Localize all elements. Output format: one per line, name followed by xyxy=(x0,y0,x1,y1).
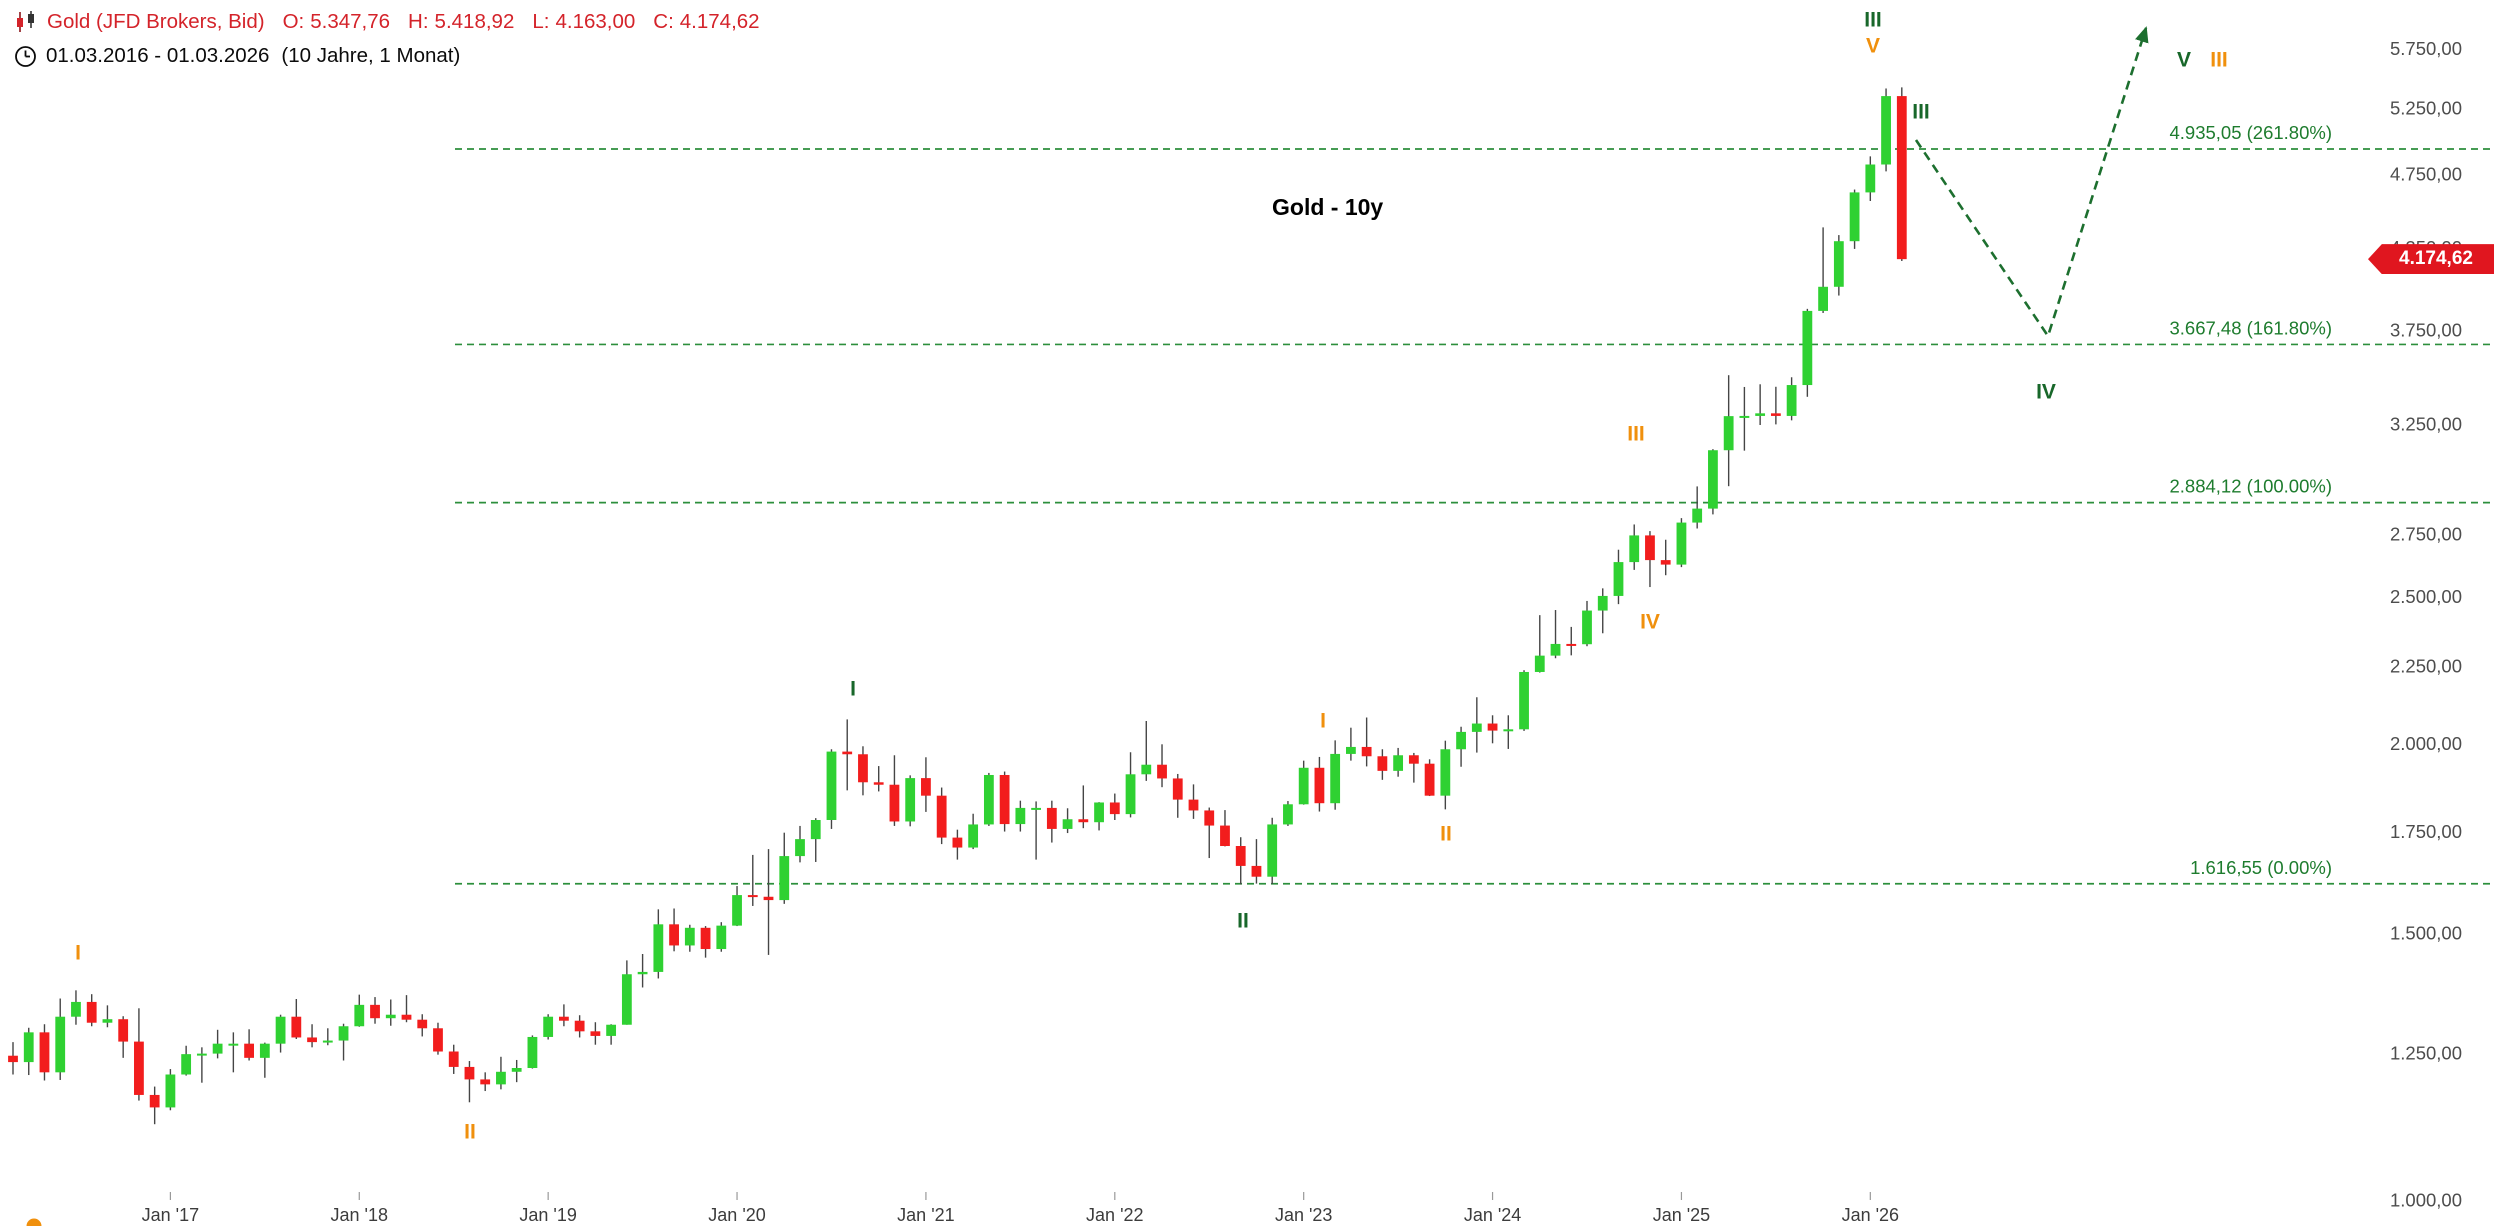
high-label: H: xyxy=(408,10,429,33)
price-axis-label: 1.000,00 xyxy=(2390,1190,2462,1211)
price-axis-label: 2.500,00 xyxy=(2390,586,2462,607)
time-axis-label: Jan '25 xyxy=(1653,1205,1710,1225)
date-range-value: 01.03.2016 - 01.03.2026 xyxy=(46,44,270,67)
price-axis-label: 3.250,00 xyxy=(2390,413,2462,434)
fib-level-label: 2.884,12 (100.00%) xyxy=(2169,476,2332,497)
time-axis-label: Jan '26 xyxy=(1842,1205,1899,1225)
fib-extension-layer[interactable]: 4.935,05 (261.80%) 3.667,48 (161.80%) 2.88… xyxy=(455,122,2490,885)
price-axis-label: 1.750,00 xyxy=(2390,821,2462,842)
decoration-dots xyxy=(26,1218,42,1226)
date-range-bar: 01.03.2016 - 01.03.2026 (10 Jahre, 1 Mon… xyxy=(14,44,460,68)
time-axis-label: Jan '20 xyxy=(708,1205,765,1225)
wave-label: IV xyxy=(1640,611,1660,634)
wave-label: III xyxy=(1864,9,1882,32)
wave-label: V xyxy=(1866,35,1880,58)
time-axis-label: Jan '17 xyxy=(142,1205,199,1225)
wave-label: IV xyxy=(2036,381,2056,404)
wave-label: II xyxy=(1440,823,1452,846)
price-axis-label: 5.250,00 xyxy=(2390,98,2462,119)
price-axis[interactable]: 5.750,005.250,004.750,004.250,003.750,00… xyxy=(2390,38,2462,1211)
fib-level-label: 3.667,48 (161.80%) xyxy=(2169,317,2332,338)
chart-title: Gold - 10y xyxy=(1272,194,1384,220)
wave-label: II xyxy=(464,1121,476,1144)
wave-label: III xyxy=(2210,49,2228,72)
high-value: 5.418,92 xyxy=(434,10,515,33)
close-label: C: xyxy=(653,10,674,33)
price-axis-label: 2.250,00 xyxy=(2390,656,2462,677)
time-axis[interactable]: Jan '17 Jan '18 Jan '19 Jan '20 Jan '21 Jan '… xyxy=(142,1192,1899,1225)
price-axis-label: 2.750,00 xyxy=(2390,523,2462,544)
close-value: 4.174,62 xyxy=(679,10,760,33)
time-axis-label: Jan '23 xyxy=(1275,1205,1332,1225)
projection-layer[interactable] xyxy=(1914,26,2149,339)
price-axis-label: 4.750,00 xyxy=(2390,164,2462,185)
price-axis-label: 3.750,00 xyxy=(2390,319,2462,340)
candles-layer[interactable] xyxy=(8,87,1907,1125)
wave-label: II xyxy=(1237,910,1249,933)
clock-icon xyxy=(14,45,37,68)
wave-label: V xyxy=(2177,49,2191,72)
open-label: O: xyxy=(282,10,305,33)
wave-label: III xyxy=(1912,101,1930,124)
low-label: L: xyxy=(532,10,550,33)
time-axis-label: Jan '24 xyxy=(1464,1205,1521,1225)
duration-value: (10 Jahre, 1 Monat) xyxy=(281,44,461,67)
instrument-header: Gold (JFD Brokers, Bid) O: 5.347,76 H: 5… xyxy=(14,10,760,34)
price-axis-label: 2.000,00 xyxy=(2390,733,2462,754)
instrument-title: Gold (JFD Brokers, Bid) xyxy=(47,10,265,33)
wave-label: I xyxy=(1320,710,1326,733)
price-axis-label: 5.750,00 xyxy=(2390,38,2462,59)
open-value: 5.347,76 xyxy=(310,10,391,33)
wave-label: I xyxy=(75,942,81,965)
wave-label: I xyxy=(850,678,856,701)
time-axis-label: Jan '22 xyxy=(1086,1205,1143,1225)
candlestick-icon xyxy=(14,10,38,34)
fib-level-label: 4.935,05 (261.80%) xyxy=(2169,122,2332,143)
wave-label: III xyxy=(1627,423,1645,446)
current-price-badge: 4.174,62 xyxy=(2368,244,2494,275)
time-axis-label: Jan '18 xyxy=(331,1205,388,1225)
current-price-value: 4.174,62 xyxy=(2399,248,2473,270)
time-axis-label: Jan '19 xyxy=(519,1205,576,1225)
price-axis-label: 1.500,00 xyxy=(2390,923,2462,944)
low-value: 4.163,00 xyxy=(555,10,636,33)
price-axis-label: 1.250,00 xyxy=(2390,1043,2462,1064)
fib-level-label: 1.616,55 (0.00%) xyxy=(2190,857,2332,878)
time-axis-label: Jan '21 xyxy=(897,1205,954,1225)
